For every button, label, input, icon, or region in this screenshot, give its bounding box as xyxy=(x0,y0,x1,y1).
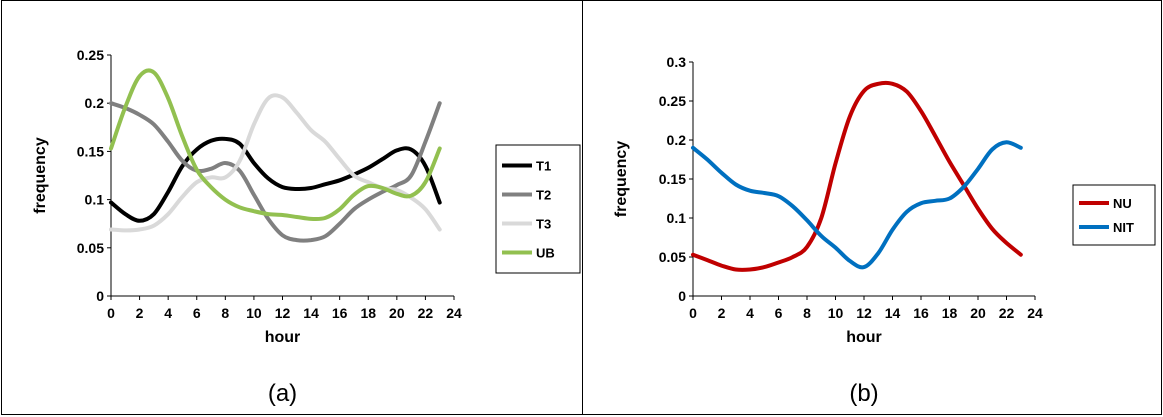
x-tick-label: 16 xyxy=(332,305,348,321)
legend-label-nit: NIT xyxy=(1113,220,1134,235)
x-tick-label: 6 xyxy=(193,305,201,321)
legend-label-t1: T1 xyxy=(536,159,551,174)
x-tick-label: 0 xyxy=(107,305,115,321)
y-tick-label: 0.05 xyxy=(77,240,104,256)
x-tick-label: 4 xyxy=(746,305,754,321)
x-tick-label: 16 xyxy=(913,305,929,321)
x-tick-label: 8 xyxy=(803,305,811,321)
x-tick-label: 14 xyxy=(885,305,901,321)
x-tick-label: 2 xyxy=(718,305,726,321)
x-tick-label: 18 xyxy=(360,305,376,321)
x-tick-label: 8 xyxy=(221,305,229,321)
y-tick-label: 0.25 xyxy=(77,47,104,63)
y-tick-label: 0.05 xyxy=(659,249,686,265)
y-tick-label: 0.25 xyxy=(659,93,686,109)
panel-a: 0 0.05 0.1 0.15 0.2 0.25 0 2 4 6 8 10 12 14 16 18 20 22 24… xyxy=(1,0,583,415)
x-tick-label: 24 xyxy=(446,305,462,321)
series-line-t2 xyxy=(109,101,442,243)
legend-label-nu: NU xyxy=(1113,196,1132,211)
x-axis-label: hour xyxy=(846,329,882,346)
y-axis-label: frequency xyxy=(613,141,630,218)
x-tick-label: 10 xyxy=(246,305,262,321)
legend-box xyxy=(1072,184,1156,246)
series-line-t1 xyxy=(109,136,442,223)
y-tick-label: 0.2 xyxy=(85,95,105,111)
chart-a: 00.050.10.150.20.250 2 4 6 8 10 12 14 16 18 20 22 24… xyxy=(32,47,581,407)
x-tick-label: 12 xyxy=(275,305,291,321)
y-tick-label: 0.2 xyxy=(667,132,687,148)
x-axis-label: hour xyxy=(265,329,301,346)
x-tick-label: 6 xyxy=(775,305,783,321)
y-tick-label: 0.15 xyxy=(659,171,686,187)
panel-b: 0 0.05 0.1 0.15 0.2 0.25 0.3 0 2 4 6 8 10 12 14 16 18 20 2… xyxy=(582,0,1162,415)
x-tick-label: 18 xyxy=(942,305,958,321)
legend-label-t2: T2 xyxy=(536,188,551,203)
legend-label-t3: T3 xyxy=(536,217,551,232)
x-tick-label: 14 xyxy=(303,305,319,321)
y-tick-label: 0.15 xyxy=(77,143,104,159)
legend-label-ub: UB xyxy=(536,246,555,261)
panel-caption: (b) xyxy=(849,380,878,407)
y-tick-label: 0.1 xyxy=(85,192,105,208)
x-tick-label: 20 xyxy=(970,305,986,321)
x-tick-label: 22 xyxy=(418,305,434,321)
x-tick-label: 12 xyxy=(856,305,872,321)
chart-b: 00.050.10.150.20.250.30 2 4 6 8 10 12 14 16 18 20 2… xyxy=(613,54,1156,407)
x-tick-label: 10 xyxy=(828,305,844,321)
y-tick-label: 0 xyxy=(96,288,104,304)
y-axis-label: frequency xyxy=(32,137,49,214)
series-line-ub xyxy=(109,68,442,222)
y-tick-label: 0.3 xyxy=(667,54,687,70)
y-tick-label: 0.1 xyxy=(667,210,687,226)
x-tick-label: 20 xyxy=(389,305,405,321)
x-tick-label: 2 xyxy=(136,305,144,321)
x-tick-label: 24 xyxy=(1027,305,1043,321)
series-line-t3 xyxy=(109,93,442,233)
x-tick-label: 0 xyxy=(689,305,697,321)
x-tick-label: 4 xyxy=(164,305,172,321)
panel-caption: (a) xyxy=(268,380,297,407)
y-tick-label: 0 xyxy=(678,288,686,304)
x-tick-label: 22 xyxy=(999,305,1015,321)
series-line-nit xyxy=(691,140,1023,270)
